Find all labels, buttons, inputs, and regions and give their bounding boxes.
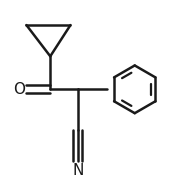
Text: N: N	[72, 163, 83, 178]
Text: O: O	[13, 82, 25, 97]
